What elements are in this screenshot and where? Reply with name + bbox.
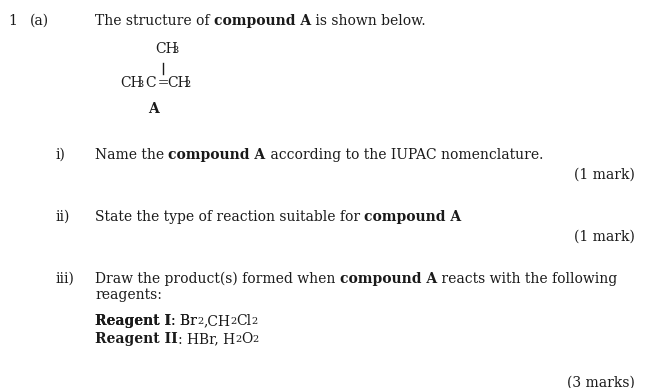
Text: 3: 3 [137,80,143,89]
Text: compound A: compound A [168,148,266,162]
Text: Reagent I: Reagent I [95,314,171,328]
Text: Reagent II: Reagent II [95,332,178,346]
Text: compound A: compound A [364,210,461,224]
Text: CH: CH [155,42,178,56]
Text: The structure of: The structure of [95,14,214,28]
Text: according to the IUPAC nomenclature.: according to the IUPAC nomenclature. [266,148,543,162]
Text: CH: CH [120,76,142,90]
Text: 2: 2 [252,335,259,344]
Text: : Br: : Br [171,314,197,328]
Text: C: C [145,76,156,90]
Text: : HBr, H: : HBr, H [178,332,235,346]
Text: 2: 2 [230,317,237,326]
Text: is shown below.: is shown below. [311,14,426,28]
Text: CH: CH [167,76,190,90]
Text: A: A [148,102,159,116]
Text: compound A: compound A [340,272,437,286]
Text: 2: 2 [184,80,190,89]
Text: State the type of reaction suitable for: State the type of reaction suitable for [95,210,364,224]
Text: (a): (a) [30,14,49,28]
Text: O: O [241,332,252,346]
Text: 1: 1 [8,14,17,28]
Text: Draw the product(s) formed when: Draw the product(s) formed when [95,272,340,286]
Text: Name the: Name the [95,148,168,162]
Text: reacts with the following: reacts with the following [437,272,617,286]
Text: ii): ii) [55,210,69,224]
Text: iii): iii) [55,272,74,286]
Text: (1 mark): (1 mark) [574,168,635,182]
Text: Cl: Cl [237,314,252,328]
Text: Reagent I: Reagent I [95,314,171,328]
Text: 2: 2 [252,317,258,326]
Text: (3 marks): (3 marks) [567,376,635,388]
Text: 3: 3 [172,46,179,55]
Text: compound A: compound A [214,14,311,28]
Text: 2: 2 [197,317,203,326]
Text: i): i) [55,148,65,162]
Text: reagents:: reagents: [95,288,162,302]
Text: : Br: : Br [171,314,197,328]
Text: ,CH: ,CH [203,314,230,328]
Text: 2: 2 [235,335,241,344]
Text: (1 mark): (1 mark) [574,230,635,244]
Text: =: = [155,76,170,90]
